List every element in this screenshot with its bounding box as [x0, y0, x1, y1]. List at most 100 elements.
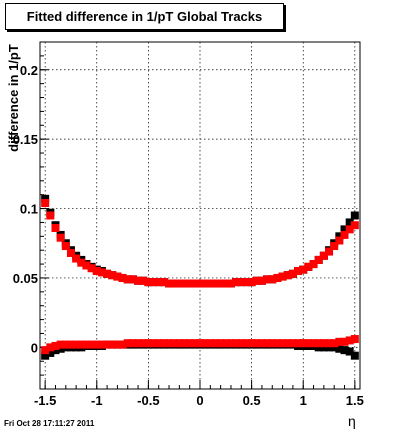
data-point [56, 233, 65, 242]
data-point [345, 225, 354, 234]
data-point [226, 339, 235, 348]
data-point [319, 251, 328, 260]
data-point [72, 340, 81, 349]
data-point [263, 339, 272, 348]
data-point [185, 279, 194, 288]
data-point [325, 339, 334, 348]
data-point [170, 339, 179, 348]
y-axis-label: difference in 1/pT [6, 44, 21, 152]
data-point [165, 339, 174, 348]
data-point [77, 340, 86, 349]
data-point [41, 346, 50, 355]
data-point [196, 339, 204, 348]
data-point [139, 276, 148, 285]
data-point [113, 340, 122, 349]
x-tick-label: -1 [91, 393, 103, 408]
data-point [201, 279, 210, 288]
data-point [201, 339, 210, 348]
data-point [87, 340, 96, 349]
data-point [51, 341, 60, 350]
data-point [51, 346, 60, 355]
data-point [154, 339, 163, 348]
data-point [263, 275, 272, 284]
data-point [144, 278, 153, 287]
data-point [108, 271, 117, 280]
data-point [345, 336, 354, 345]
data-point [128, 275, 137, 284]
data-point [340, 225, 349, 234]
data-point [206, 339, 215, 348]
data-point [46, 348, 55, 357]
data-point [252, 276, 261, 285]
x-tick-label: -1.5 [34, 393, 56, 408]
data-point [180, 279, 189, 288]
data-point [299, 265, 308, 274]
data-point [190, 339, 199, 348]
data-point [283, 339, 292, 348]
data-point [185, 339, 194, 348]
data-point [242, 278, 251, 287]
data-point [123, 339, 132, 348]
data-point [216, 339, 225, 348]
data-point [330, 343, 339, 352]
data-point [108, 340, 117, 349]
data-point [46, 211, 55, 220]
data-point [257, 276, 266, 285]
data-point [128, 339, 137, 348]
chart-title-box: Fitted difference in 1/pT Global Tracks [5, 3, 284, 30]
data-point [134, 276, 143, 285]
data-point [149, 339, 158, 348]
data-point [345, 347, 354, 356]
data-point [283, 271, 292, 280]
data-point [175, 339, 184, 348]
data-point [257, 339, 266, 348]
data-point [232, 339, 241, 348]
data-point [190, 279, 199, 288]
data-point [319, 339, 328, 348]
data-point [273, 273, 282, 282]
data-point [288, 339, 297, 348]
data-point [350, 335, 359, 344]
data-point [294, 267, 303, 276]
x-tick-label: -0.5 [137, 393, 159, 408]
data-point [113, 272, 122, 281]
data-point [314, 343, 323, 352]
data-point [247, 339, 256, 348]
data-point [330, 339, 339, 348]
y-tick-label: 0.2 [20, 63, 38, 78]
data-point [87, 264, 96, 273]
data-point [294, 339, 303, 348]
data-point [103, 340, 112, 349]
data-point [335, 337, 344, 346]
data-point [314, 255, 323, 264]
data-point [159, 339, 168, 348]
data-point [51, 223, 60, 232]
data-point [319, 343, 328, 352]
data-point [216, 279, 225, 288]
data-point [340, 337, 349, 346]
data-point [77, 258, 86, 267]
x-tick-label: 0.5 [243, 393, 261, 408]
data-point [325, 247, 334, 256]
data-point [66, 340, 75, 349]
data-point [314, 339, 323, 348]
data-point [335, 344, 344, 353]
data-point [309, 260, 318, 269]
data-point [330, 242, 339, 251]
data-point [252, 339, 261, 348]
data-point [345, 218, 354, 227]
data-point [170, 279, 179, 288]
data-point [97, 340, 106, 349]
data-point [340, 346, 349, 355]
data-point [92, 267, 101, 276]
data-point [211, 339, 220, 348]
data-point [247, 278, 256, 287]
data-point [288, 269, 297, 278]
y-tick-label: 0.15 [13, 132, 38, 147]
y-tick-label: 0.05 [13, 271, 38, 286]
data-point [118, 273, 127, 282]
data-point [118, 340, 127, 349]
data-point [299, 339, 308, 348]
data-point [159, 278, 168, 287]
data-point [325, 343, 334, 352]
